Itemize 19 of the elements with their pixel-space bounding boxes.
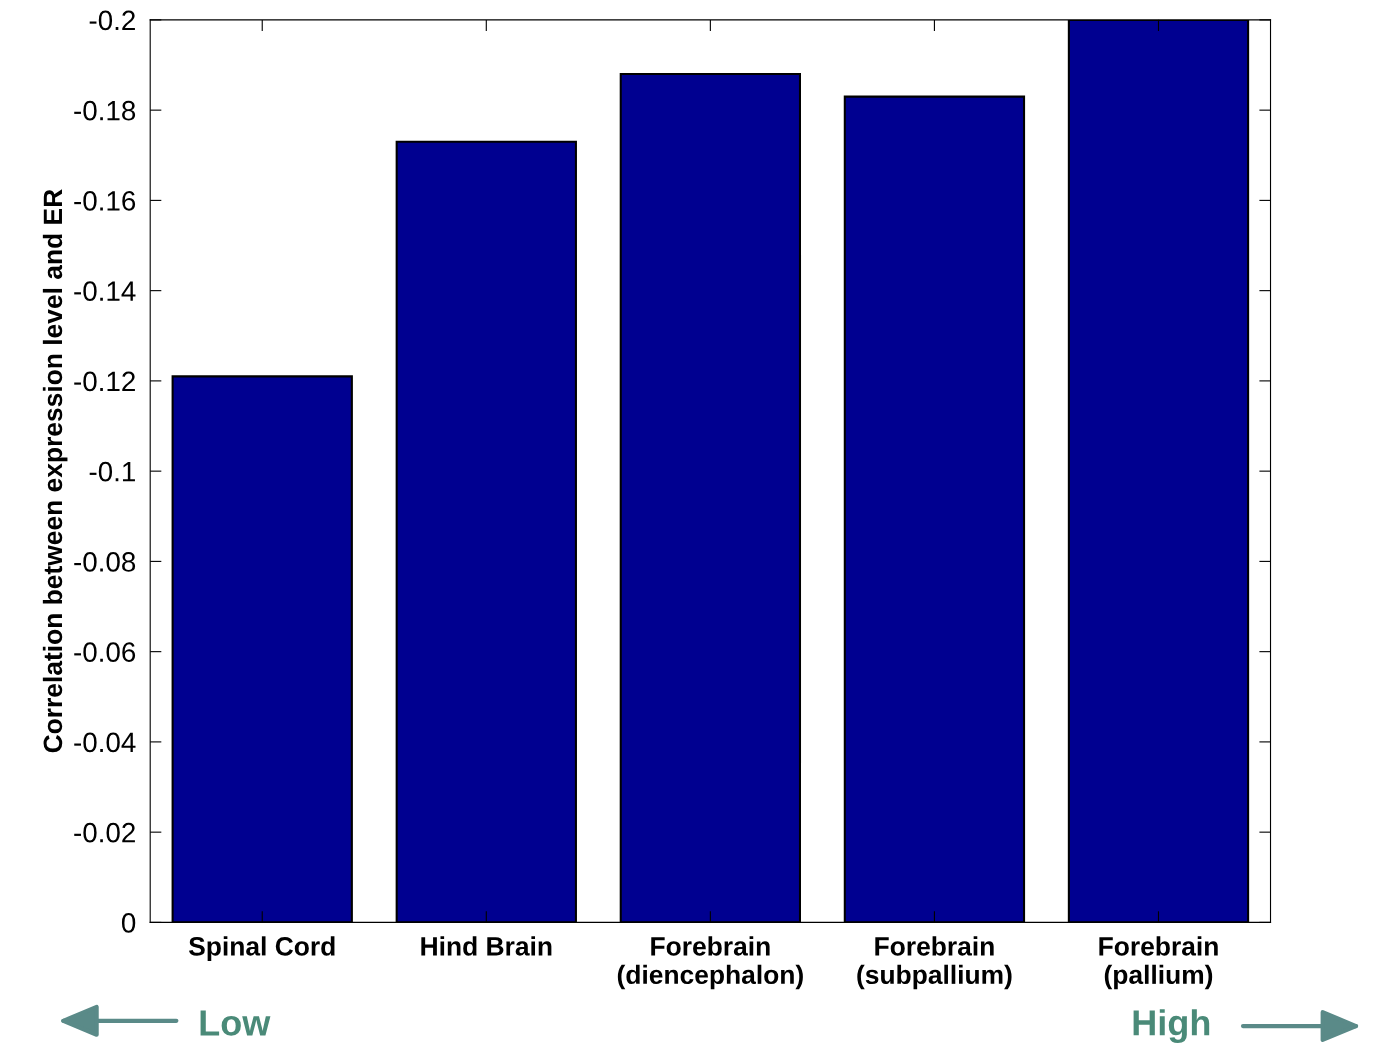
text: High [1133, 1009, 1210, 1043]
y-tick-label: -0.04 [74, 732, 136, 753]
y-axis-title: Correlation between expression level and ER [42, 189, 68, 753]
y-tick-label: -0.08 [74, 552, 136, 572]
y-tick-label: -0.12 [74, 371, 135, 392]
y-tick-label: -0.02 [74, 822, 135, 843]
y-tick-label: -0.14 [74, 281, 136, 301]
y-tick-label: 0 [121, 913, 136, 933]
y-tick-label: -0.06 [74, 642, 136, 662]
x-tick-label: Spinal Cord [188, 936, 335, 961]
x-tick-label: Forebrain (subpallium) [857, 936, 1012, 990]
text: Low [200, 1010, 271, 1036]
x-tick-label: Forebrain (diencephalon) [617, 936, 803, 990]
x-tick-label: Hind Brain [421, 936, 552, 956]
y-tick-label: -0.1 [89, 461, 135, 482]
y-tick-label: -0.16 [74, 191, 136, 211]
x-tick-label: Forebrain (pallium) [1099, 936, 1218, 990]
y-tick-label: -0.2 [89, 10, 135, 31]
y-tick-label: -0.18 [74, 100, 136, 121]
